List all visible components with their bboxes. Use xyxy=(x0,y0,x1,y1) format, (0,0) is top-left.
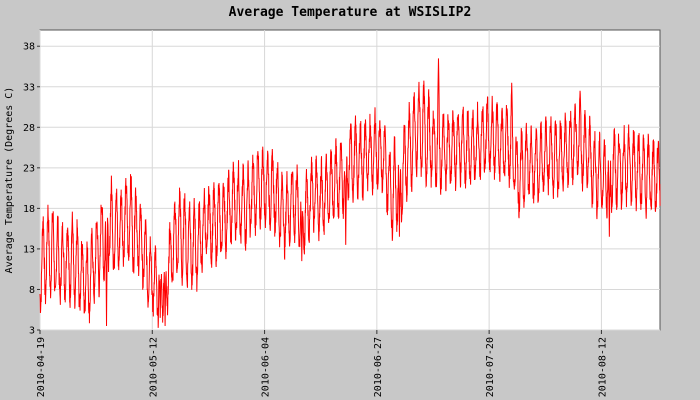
y-tick-label: 23 xyxy=(23,163,35,174)
plot-area xyxy=(39,29,661,331)
x-tick-label: 2010-08-12 xyxy=(597,337,608,397)
y-tick-label: 8 xyxy=(29,285,35,296)
x-tick-label: 2010-07-20 xyxy=(485,337,496,397)
y-tick-label: 18 xyxy=(23,204,35,215)
x-tick-label: 2010-05-12 xyxy=(148,337,159,397)
x-tick-label: 2010-04-19 xyxy=(36,337,47,397)
series-line-average-temperature xyxy=(39,58,661,328)
chart-title: Average Temperature at WSISLIP2 xyxy=(228,5,472,20)
grid-lines xyxy=(39,30,660,331)
y-tick-label: 28 xyxy=(23,123,35,134)
x-axis: 2010-04-19 2010-05-12 2010-06-04 2010-06-27… xyxy=(36,330,608,397)
y-tick-label: 3 xyxy=(29,326,35,337)
x-tick-label: 2010-06-04 xyxy=(261,337,272,397)
y-axis-label: Average Temperature (Degrees C) xyxy=(4,87,15,274)
x-tick-label: 2010-06-27 xyxy=(373,337,384,397)
y-tick-label: 38 xyxy=(23,42,35,53)
y-tick-label: 33 xyxy=(23,82,35,93)
y-tick-label: 13 xyxy=(23,244,35,255)
